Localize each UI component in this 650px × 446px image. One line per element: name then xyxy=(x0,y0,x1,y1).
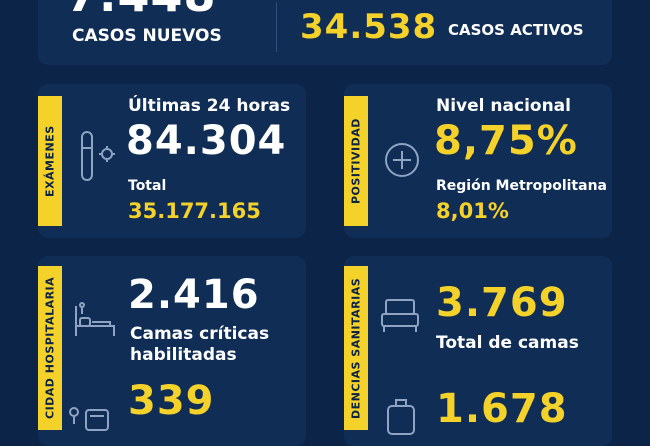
luggage-icon xyxy=(380,396,424,436)
residencias-total-value: 3.769 xyxy=(436,280,568,326)
residencias-tab: DENCIAS SANITARIAS xyxy=(344,266,368,430)
new-cases-label: CASOS NUEVOS xyxy=(72,26,222,46)
active-cases-label: CASOS ACTIVOS xyxy=(448,21,584,39)
examenes-total-label: Total xyxy=(128,178,166,194)
summary-divider xyxy=(276,2,277,52)
hospital-bed-icon xyxy=(70,302,118,342)
examenes-period-value: 84.304 xyxy=(126,118,286,164)
examenes-total-value: 35.177.165 xyxy=(128,198,261,224)
bed-icon xyxy=(378,296,422,336)
test-tube-virus-icon xyxy=(74,128,120,188)
national-value: 8,75% xyxy=(434,118,578,164)
hospitalaria-card: CIDAD HOSPITALARIA 2.416 Camas críticas … xyxy=(38,256,306,446)
beds-label-line1: Camas críticas xyxy=(130,324,269,344)
examenes-period-label: Últimas 24 horas xyxy=(128,96,290,116)
residencias-card: DENCIAS SANITARIAS 3.769 Total de camas … xyxy=(344,256,612,446)
residencias-second-value: 1.678 xyxy=(436,386,568,432)
beds-label-line2: habilitadas xyxy=(130,345,237,365)
plus-circle-icon xyxy=(382,140,422,180)
region-label: Región Metropolitana xyxy=(436,178,607,194)
hospitalaria-tab: CIDAD HOSPITALARIA xyxy=(38,266,62,430)
positividad-card: POSITIVIDAD Nivel nacional 8,75% Región … xyxy=(344,84,612,238)
active-cases-value: 34.538 xyxy=(300,8,437,46)
free-beds-value: 339 xyxy=(128,378,215,424)
national-label: Nivel nacional xyxy=(436,96,571,116)
region-value: 8,01% xyxy=(436,198,509,224)
summary-card: 7.448 CASOS NUEVOS 34.538 CASOS ACTIVOS xyxy=(38,0,612,65)
residencias-total-label: Total de camas xyxy=(436,333,579,353)
examenes-tab: EXÁMENES xyxy=(38,96,62,226)
new-cases-value: 7.448 xyxy=(66,0,217,18)
beds-value: 2.416 xyxy=(128,272,260,318)
ventilator-icon xyxy=(68,402,116,442)
positividad-tab: POSITIVIDAD xyxy=(344,96,368,226)
examenes-card: EXÁMENES Últimas 24 horas 84.304 Total 3… xyxy=(38,84,306,238)
